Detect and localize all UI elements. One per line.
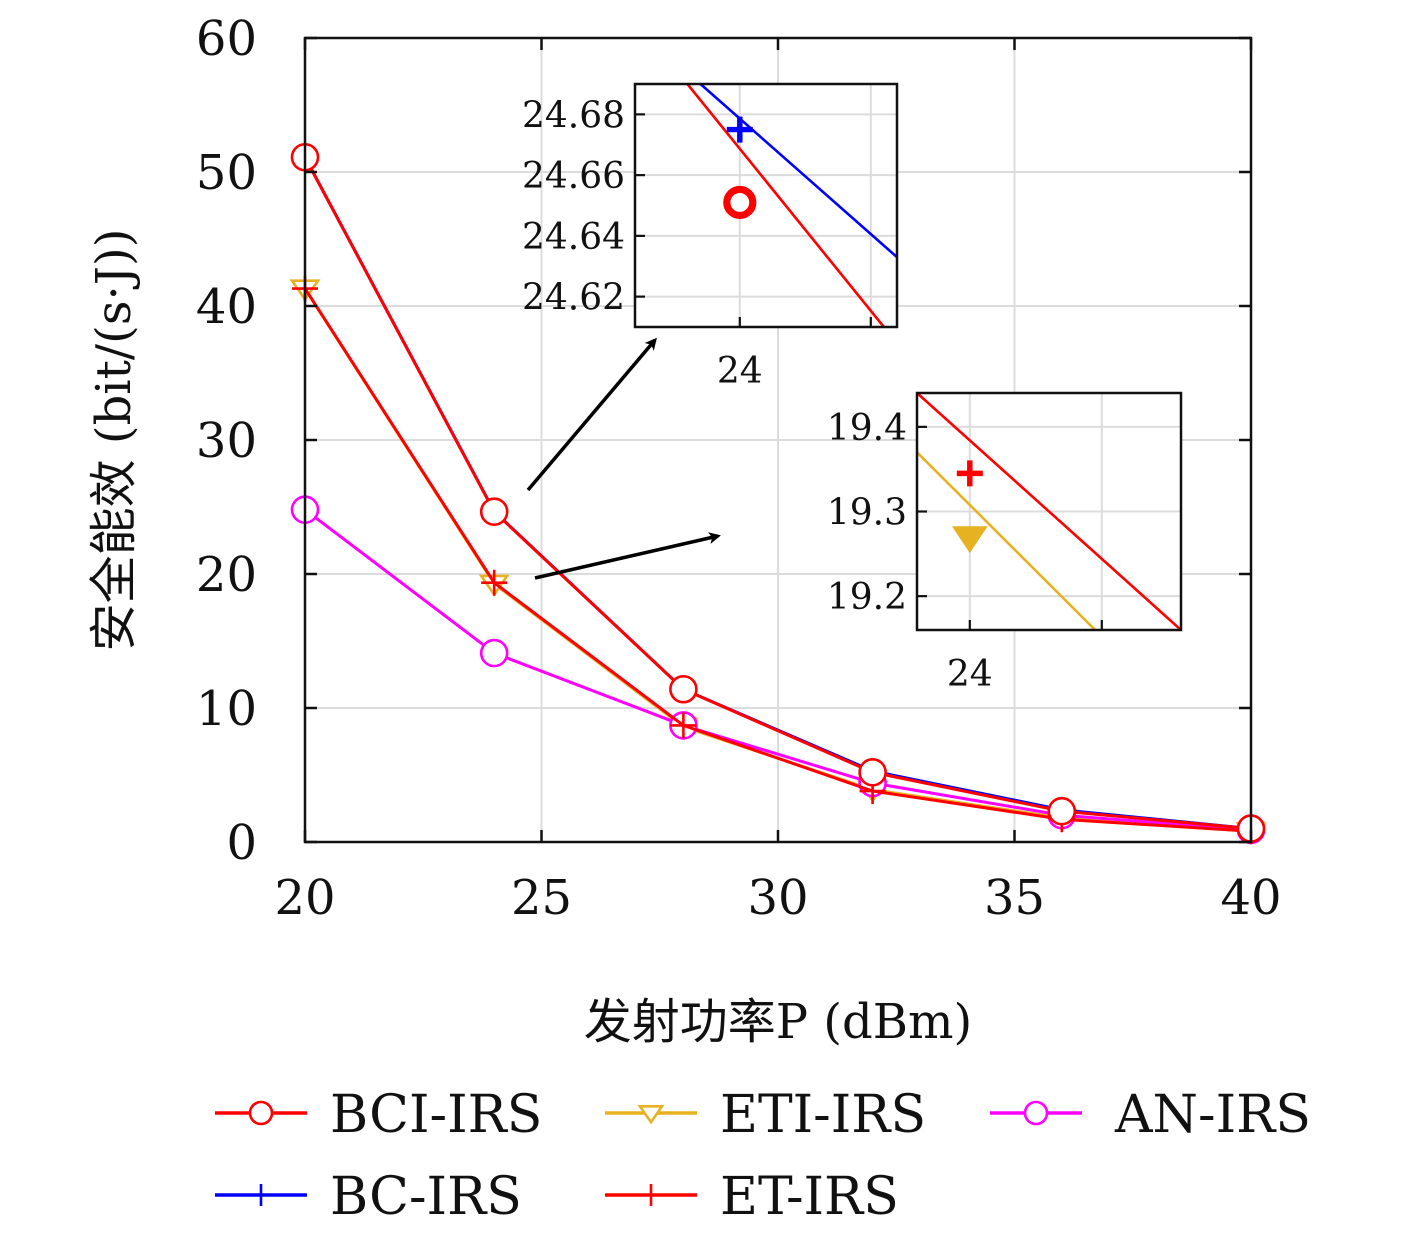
series-line-et-irs <box>303 287 1252 833</box>
data-point-et-irs <box>481 569 508 596</box>
data-point-bci-irs <box>858 758 887 787</box>
inset-y-tick-label: 19.2 <box>827 577 907 618</box>
inset-y-tick-label: 24.66 <box>522 156 625 197</box>
legend-entry-bci-irs: BCI-IRS <box>215 1085 542 1145</box>
x-tick-label: 30 <box>747 870 808 926</box>
legend-entry-an-irs: AN-IRS <box>990 1085 1311 1145</box>
inset-data-point <box>723 185 757 220</box>
inset-data-point <box>726 116 753 143</box>
legend: BCI-IRS ETI-IRS AN-IRS BC-IRS ET-IRS <box>215 1085 1311 1227</box>
inset-background <box>635 84 897 327</box>
inset-data-point <box>956 460 983 487</box>
data-point-bci-irs <box>1047 796 1077 826</box>
legend-entry-et-irs: ET-IRS <box>605 1167 899 1227</box>
inset-upper: 24 24.62 24.64 24.66 24.68 <box>522 82 899 392</box>
inset-y-tick-label: 24.64 <box>522 217 625 258</box>
y-tick-label: 50 <box>196 145 257 201</box>
legend-entry-bc-irs: BC-IRS <box>215 1167 522 1227</box>
legend-marker <box>248 1100 274 1126</box>
legend-label: AN-IRS <box>1114 1085 1311 1145</box>
data-point-an-irs <box>479 638 509 668</box>
inset-y-tick-label: 24.62 <box>522 278 625 319</box>
inset-y-tick-label: 24.68 <box>522 95 625 136</box>
y-tick-label: 0 <box>226 815 257 871</box>
series-line-an-irs <box>304 508 1252 832</box>
zoom-arrow-upper <box>526 337 657 492</box>
legend-label: BCI-IRS <box>330 1085 542 1145</box>
y-tick-label: 40 <box>196 279 257 335</box>
inset-series-line <box>917 451 1097 630</box>
y-tick-label: 10 <box>196 681 257 737</box>
zoom-arrow-lower <box>534 532 721 580</box>
main-ticks: 20 25 30 35 40 0 10 20 30 40 50 60 <box>196 11 1282 926</box>
series-bci-irs <box>290 142 1266 843</box>
inset-series-line <box>917 393 1181 630</box>
x-axis-title: 发射功率P (dBm) <box>584 994 973 1050</box>
series-line-bci-irs <box>303 156 1252 831</box>
legend-label: ET-IRS <box>720 1167 899 1227</box>
inset-x-tick-label: 24 <box>947 654 993 695</box>
data-point-bci-irs <box>669 674 698 704</box>
inset-lower: 24 19.2 19.3 19.4 <box>827 391 1183 695</box>
x-tick-label: 40 <box>1220 870 1281 926</box>
inset-x-tick-label: 24 <box>717 351 763 392</box>
legend-marker <box>637 1105 665 1125</box>
y-tick-label: 20 <box>196 547 257 603</box>
inset-y-tick-label: 19.4 <box>827 408 907 449</box>
inset-series-line <box>686 84 885 327</box>
inset-series-line <box>699 84 897 259</box>
zoom-arrows <box>526 337 721 580</box>
legend-marker <box>250 1184 272 1206</box>
legend-label: BC-IRS <box>330 1167 522 1227</box>
y-axis-title: 安全能效 (bit/(s·J)) <box>86 229 142 652</box>
legend-label: ETI-IRS <box>720 1085 926 1145</box>
legend-marker <box>1023 1100 1049 1126</box>
x-tick-label: 20 <box>274 870 335 926</box>
data-point-bci-irs <box>479 497 509 526</box>
inset-frame <box>633 82 899 329</box>
y-tick-label: 30 <box>196 413 257 469</box>
inset-plot-area <box>917 393 1181 630</box>
data-point-et-irs <box>670 712 697 739</box>
legend-entry-eti-irs: ETI-IRS <box>605 1085 926 1145</box>
inset-y-tick-label: 19.3 <box>827 493 907 534</box>
y-tick-label: 60 <box>196 11 257 67</box>
x-tick-label: 35 <box>984 870 1045 926</box>
inset-plot-area <box>635 84 897 327</box>
x-tick-label: 25 <box>511 870 572 926</box>
legend-marker <box>640 1184 662 1206</box>
main-series <box>289 142 1267 845</box>
inset-data-point <box>951 526 988 554</box>
